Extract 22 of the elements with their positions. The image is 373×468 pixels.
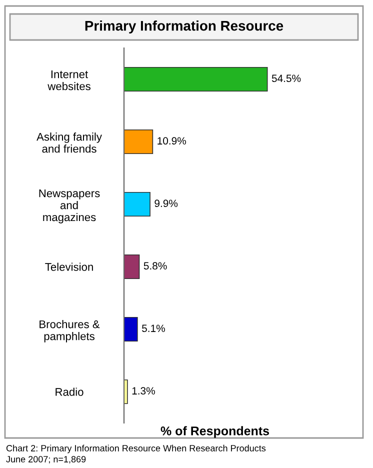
x-axis-title: % of Respondents bbox=[160, 426, 270, 438]
data-label: 9.9% bbox=[154, 200, 178, 208]
bar bbox=[124, 192, 150, 217]
bar bbox=[124, 316, 138, 342]
y-tick-label: Asking family and friends bbox=[36, 132, 102, 153]
data-label: 5.8% bbox=[144, 262, 167, 270]
y-tick-label: Television bbox=[45, 262, 93, 271]
bar bbox=[124, 254, 140, 280]
bar bbox=[124, 129, 154, 154]
data-label: 1.3% bbox=[132, 387, 155, 395]
y-tick-label: Brochures & pamphlets bbox=[40, 320, 100, 342]
y-tick-label: Internet websites bbox=[48, 70, 90, 90]
chart-title: Primary Information Resource bbox=[85, 20, 284, 34]
data-label: 5.1% bbox=[142, 324, 165, 332]
caption: Chart 2: Primary Information Resource When Research Products bbox=[6, 444, 266, 454]
data-label: 10.9% bbox=[158, 137, 186, 145]
y-tick-label: Newspapers and magazines bbox=[39, 189, 100, 224]
bar bbox=[124, 66, 268, 92]
text: June 2007; n=1,869 bbox=[6, 456, 86, 464]
y-tick-label: Radio bbox=[56, 388, 84, 396]
bar bbox=[124, 379, 128, 404]
data-label: 54.5% bbox=[272, 74, 301, 82]
